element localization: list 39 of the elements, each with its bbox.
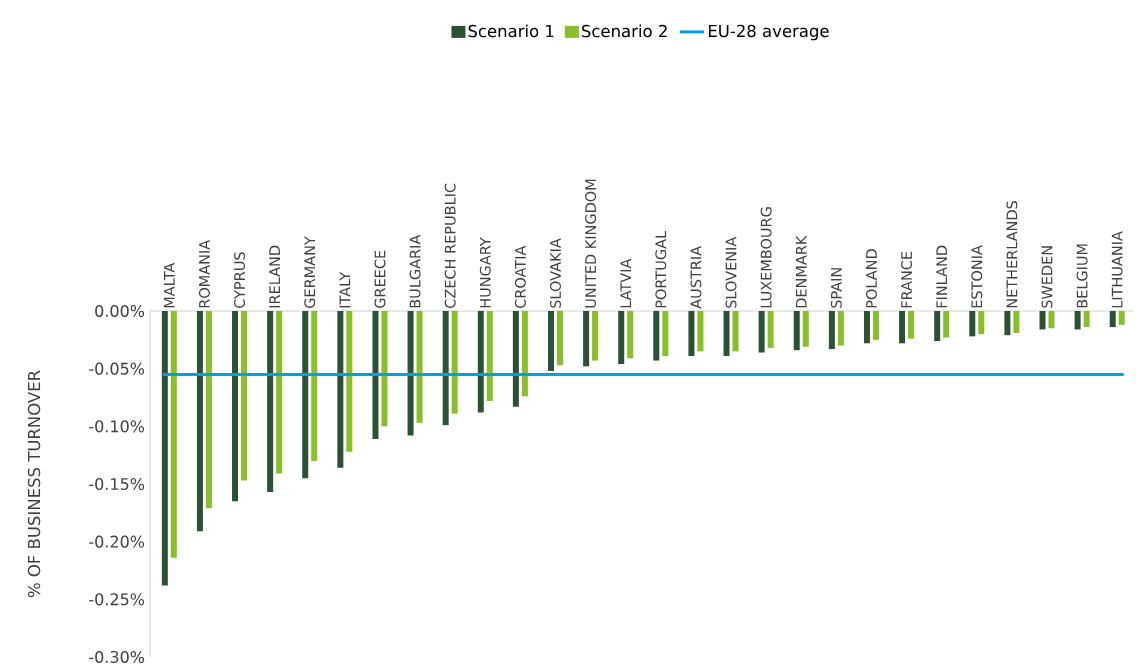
- x-tick-label: FINLAND: [936, 245, 947, 308]
- x-tick-label: SLOVENIA: [725, 236, 737, 308]
- legend-label: Scenario 2: [581, 24, 667, 38]
- y-tick-label: -0.10%: [89, 420, 145, 433]
- x-tick-label: CROATIA: [514, 245, 526, 308]
- x-tick-label: DENMARK: [795, 235, 807, 308]
- x-tick-label: GREECE: [374, 250, 386, 308]
- x-tick-label: CZECH REPUBLIC: [444, 183, 456, 308]
- legend-label: EU-28 average: [708, 24, 829, 41]
- x-tick-label: ITALY: [339, 271, 351, 308]
- y-tick-label: -0.25%: [89, 593, 145, 606]
- x-tick-label: MALTA: [164, 262, 175, 308]
- y-axis-title: % OF BUSINESS TURNOVER: [27, 370, 41, 598]
- x-tick-label: IRELAND: [269, 245, 280, 308]
- x-tick-label: BELGIUM: [1076, 244, 1088, 308]
- x-tick-label: LUXEMBOURG: [760, 207, 772, 308]
- x-tick-label: LITHUANIA: [1111, 231, 1123, 308]
- x-tick-label: ROMANIA: [198, 239, 210, 308]
- x-tick-label: SLOVAKIA: [550, 238, 561, 308]
- x-tick-label: NETHERLANDS: [1006, 201, 1018, 308]
- x-tick-label: PORTUGAL: [655, 230, 667, 308]
- x-tick-label: BULGARIA: [409, 234, 421, 308]
- legend-label: Scenario 1: [468, 24, 554, 38]
- y-tick-label: -0.15%: [89, 477, 145, 491]
- x-tick-label: AUSTRIA: [690, 246, 702, 309]
- y-tick-label: 0.00%: [95, 304, 145, 318]
- y-tick-label: -0.05%: [89, 362, 145, 375]
- x-tick-label: SWEDEN: [1041, 246, 1053, 308]
- x-tick-label: FRANCE: [901, 251, 913, 308]
- x-tick-label: CYPRUS: [234, 252, 246, 308]
- x-tick-label: LATVIA: [620, 258, 631, 308]
- x-tick-label: ESTONIA: [971, 245, 983, 308]
- x-tick-label: UNITED KINGDOM: [585, 179, 597, 308]
- y-tick-label: -0.30%: [89, 650, 145, 664]
- y-tick-label: -0.20%: [89, 535, 145, 548]
- x-tick-label: SPAIN: [830, 268, 842, 308]
- x-tick-label: POLAND: [865, 249, 877, 308]
- x-tick-label: GERMANY: [304, 236, 316, 308]
- x-tick-label: HUNGARY: [479, 237, 491, 308]
